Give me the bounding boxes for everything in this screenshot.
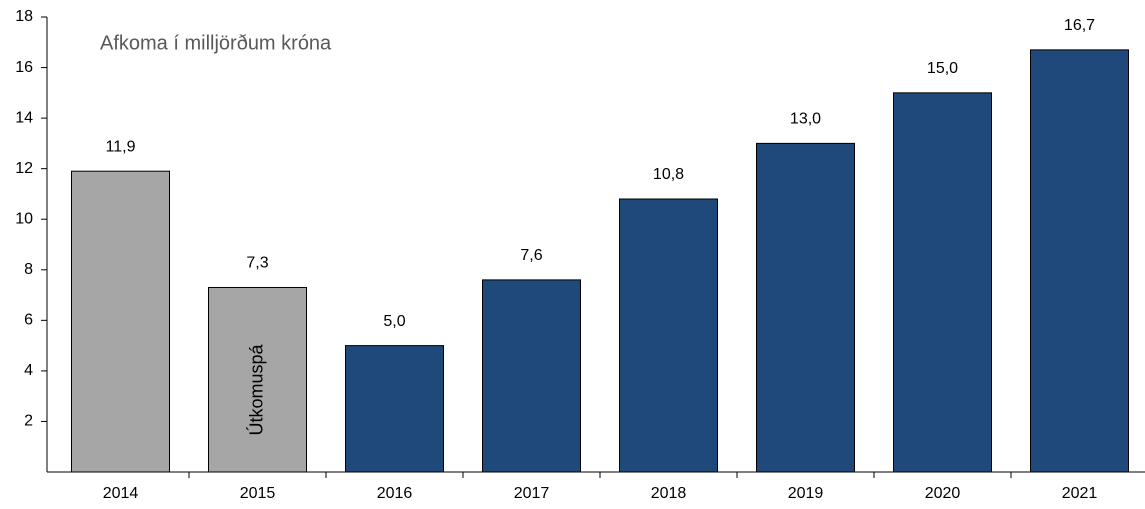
value-label: 5,0 xyxy=(383,313,405,330)
y-tick-label: 12 xyxy=(15,160,33,177)
x-tick-label: 2020 xyxy=(925,485,961,502)
y-tick-label: 8 xyxy=(24,261,33,278)
bar xyxy=(345,345,444,473)
y-tick-label: 6 xyxy=(24,312,33,329)
bar xyxy=(893,92,992,473)
value-label: 10,8 xyxy=(653,166,684,183)
bar xyxy=(71,170,170,473)
x-tick-label: 2016 xyxy=(377,485,413,502)
y-tick-label: 10 xyxy=(15,210,33,227)
bar xyxy=(756,142,855,473)
bar xyxy=(1030,49,1129,473)
y-tick-label: 4 xyxy=(24,362,33,379)
value-label: 13,0 xyxy=(790,111,821,128)
x-tick-label: 2017 xyxy=(514,485,550,502)
value-label: 16,7 xyxy=(1064,17,1095,34)
value-label: 7,3 xyxy=(246,255,268,272)
value-label: 7,6 xyxy=(520,247,542,264)
chart-title: Afkoma í milljörðum króna xyxy=(100,32,332,54)
x-tick-label: 2018 xyxy=(651,485,687,502)
x-tick-label: 2014 xyxy=(103,485,139,502)
y-tick-label: 14 xyxy=(15,109,33,126)
value-label: 11,9 xyxy=(106,138,136,155)
bar xyxy=(208,286,307,473)
y-tick-label: 18 xyxy=(15,8,33,25)
annotation: Útkomuspá xyxy=(245,343,266,435)
x-tick-label: 2019 xyxy=(788,485,824,502)
bar xyxy=(482,279,581,473)
x-tick-label: 2015 xyxy=(240,485,276,502)
value-label: 15,0 xyxy=(927,60,958,77)
x-tick-label: 2021 xyxy=(1062,485,1098,502)
y-tick-label: 16 xyxy=(15,59,33,76)
bar xyxy=(619,198,718,473)
y-tick-label: 2 xyxy=(24,413,33,430)
